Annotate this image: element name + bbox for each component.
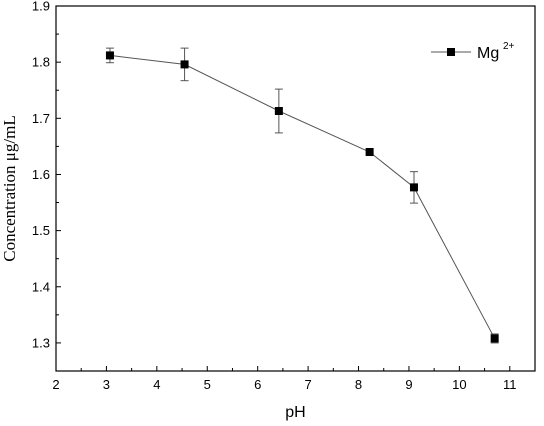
data-point — [180, 60, 189, 69]
data-point — [490, 334, 499, 343]
legend-label: Mg — [477, 45, 499, 62]
x-axis-title: pH — [285, 404, 305, 421]
data-point — [409, 183, 418, 192]
y-tick-label: 1.8 — [32, 55, 50, 70]
y-axis-title: Concentration μg/mL — [0, 115, 19, 262]
series-layer — [105, 47, 499, 344]
legend-marker — [447, 48, 455, 56]
x-tick-label: 4 — [153, 377, 160, 392]
y-tick-label: 1.6 — [32, 167, 50, 182]
x-tick-label: 7 — [304, 377, 311, 392]
x-tick-label: 9 — [405, 377, 412, 392]
x-tick-label: 10 — [452, 377, 466, 392]
x-tick-label: 2 — [52, 377, 59, 392]
legend-superscript: 2+ — [503, 41, 515, 52]
x-tick-label: 5 — [204, 377, 211, 392]
y-tick-label: 1.4 — [32, 279, 50, 294]
data-point — [105, 51, 114, 60]
y-tick-label: 1.9 — [32, 0, 50, 14]
data-point — [274, 107, 283, 116]
y-tick-label: 1.3 — [32, 335, 50, 350]
x-tick-label: 3 — [103, 377, 110, 392]
x-tick-label: 8 — [355, 377, 362, 392]
y-tick-label: 1.5 — [32, 223, 50, 238]
plot-area: 2 3 4 5 6 7 8 9 10 11 1.3 1.4 1.5 1.6 1.7 1.8 1.9 — [32, 0, 536, 392]
x-tick-label: 11 — [503, 377, 517, 392]
x-tick-label: 6 — [254, 377, 261, 392]
plot-frame — [55, 5, 536, 372]
y-axis: 1.3 1.4 1.5 1.6 1.7 1.8 1.9 — [32, 0, 61, 350]
data-point — [365, 148, 374, 156]
y-tick-label: 1.7 — [32, 111, 50, 126]
series-line — [109, 54, 496, 339]
x-axis: 2 3 4 5 6 7 8 9 10 11 — [52, 366, 517, 392]
legend: Mg 2+ — [431, 41, 515, 62]
